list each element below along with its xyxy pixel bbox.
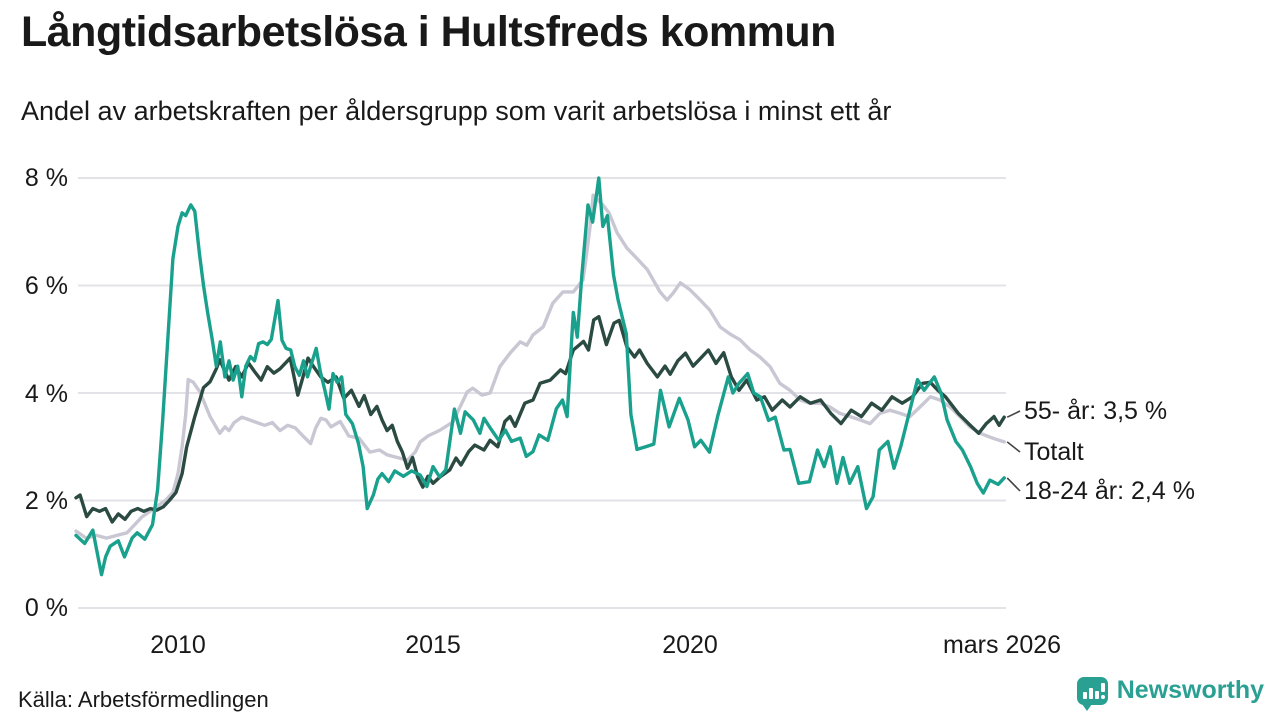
- chart-subtitle: Andel av arbetskraften per åldersgrupp s…: [21, 96, 892, 126]
- newsworthy-logo-text: Newsworthy: [1116, 676, 1264, 704]
- series-label-18-24-ar: 18-24 år: 2,4 %: [1024, 477, 1195, 505]
- label-connector-18-24-ar: [1006, 477, 1021, 492]
- x-tick-2015: 2015: [405, 631, 461, 659]
- label-connector-55-ar: [1006, 410, 1021, 418]
- y-tick-4: 4 %: [24, 380, 68, 408]
- line-18-24-ar: [74, 176, 1006, 577]
- y-tick-0: 0 %: [24, 594, 68, 622]
- source-note: Källa: Arbetsförmedlingen: [18, 687, 269, 712]
- x-tick-mars-2026: mars 2026: [942, 631, 1062, 659]
- x-tick-2010: 2010: [150, 631, 206, 659]
- y-tick-6: 6 %: [24, 272, 68, 300]
- series-label-55-ar: 55- år: 3,5 %: [1024, 397, 1168, 425]
- y-tick-2: 2 %: [24, 487, 68, 515]
- line-55-ar: [74, 315, 1006, 524]
- x-tick-2020: 2020: [662, 631, 718, 659]
- newsworthy-barchart-icon: [1076, 676, 1108, 711]
- y-tick-8: 8 %: [24, 164, 68, 192]
- newsworthy-logo: Newsworthy: [1076, 676, 1264, 711]
- page-title: Långtidsarbetslösa i Hultsfreds kommun: [21, 8, 836, 56]
- label-connector-totalt: [1006, 441, 1021, 453]
- series-label-totalt: Totalt: [1024, 438, 1084, 466]
